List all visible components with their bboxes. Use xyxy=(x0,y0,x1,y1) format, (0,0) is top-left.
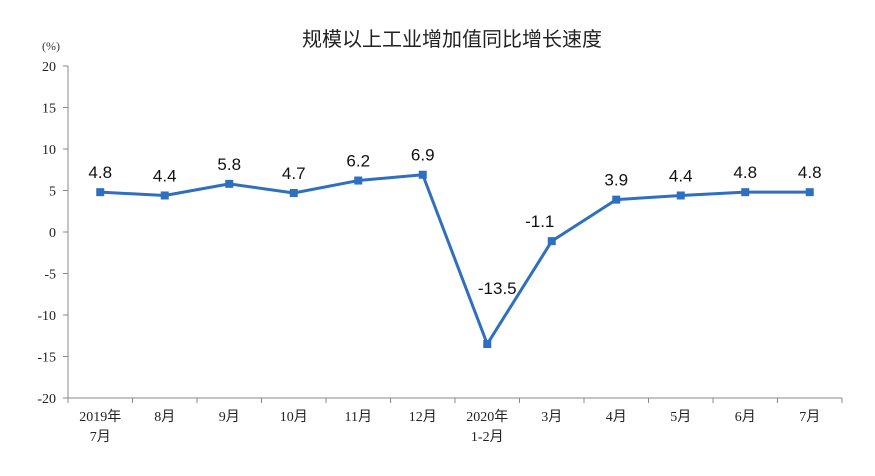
x-tick-label: 4月 xyxy=(606,409,627,425)
data-point-marker xyxy=(418,170,427,179)
y-tick-label: -15 xyxy=(37,351,56,366)
data-point-marker xyxy=(805,188,814,197)
data-label: 6.2 xyxy=(346,152,370,171)
x-tick-label: 12月 xyxy=(409,409,437,425)
x-tick-label: 2020年 1-2月 xyxy=(466,409,508,445)
x-tick-label: 7月 xyxy=(799,409,820,425)
x-tick-label: 11月 xyxy=(345,409,372,425)
data-point-marker xyxy=(225,179,234,188)
data-label: 4.8 xyxy=(798,163,822,182)
data-point-marker xyxy=(483,340,492,349)
data-label: 4.8 xyxy=(733,163,757,182)
data-point-marker xyxy=(96,188,105,197)
data-label: 4.4 xyxy=(669,166,693,185)
y-axis-ticks: 20 15 10 5 0 -5 -10 -15 -20 xyxy=(37,60,68,407)
x-tick-label: 9月 xyxy=(219,409,240,425)
x-tick-label: 5月 xyxy=(670,409,691,425)
data-label: 4.4 xyxy=(153,166,177,185)
data-point-marker xyxy=(289,188,298,197)
x-tick-label: 10月 xyxy=(280,409,308,425)
data-label: 4.8 xyxy=(88,163,112,182)
x-tick-label: 8月 xyxy=(154,409,175,425)
data-point-marker xyxy=(612,195,621,204)
y-tick-label: 5 xyxy=(49,185,56,200)
data-point-marker xyxy=(547,237,556,246)
series-line-group xyxy=(96,170,814,349)
y-tick-label: -5 xyxy=(44,268,56,283)
y-tick-label: -20 xyxy=(37,392,56,407)
data-point-marker xyxy=(160,191,169,200)
x-tick-label: 3月 xyxy=(541,409,562,425)
data-labels: 4.8 4.4 5.8 4.7 6.2 6.9 -13.5 -1.1 3.9 4.4 4.8 4.8 xyxy=(88,146,821,298)
y-tick-label: 20 xyxy=(42,60,56,75)
axes xyxy=(67,66,843,403)
data-point-marker xyxy=(354,176,363,185)
data-label: 5.8 xyxy=(217,155,241,174)
data-label: 6.9 xyxy=(411,146,435,165)
series-line xyxy=(100,173,810,346)
x-tick-label: 6月 xyxy=(735,409,756,425)
data-label: 3.9 xyxy=(604,171,628,190)
data-point-marker xyxy=(676,191,685,200)
data-label: -1.1 xyxy=(525,212,554,231)
chart-title: 规模以上工业增加值同比增长速度 xyxy=(302,27,602,51)
data-label: -13.5 xyxy=(478,279,517,298)
data-point-marker xyxy=(741,188,750,197)
y-tick-label: 15 xyxy=(42,102,56,117)
x-tick-label: 2019年 7月 xyxy=(79,409,121,445)
x-axis-ticks: 2019年 7月 8月 9月 10月 11月 12月 2020年 1-2月 3月 4月 5月 6月 7月 xyxy=(79,409,820,445)
data-label: 4.7 xyxy=(282,164,306,183)
y-tick-label: 10 xyxy=(42,143,56,158)
y-tick-label: -10 xyxy=(37,309,56,324)
y-axis-unit-label: (%) xyxy=(42,39,60,53)
y-tick-label: 0 xyxy=(49,226,56,241)
